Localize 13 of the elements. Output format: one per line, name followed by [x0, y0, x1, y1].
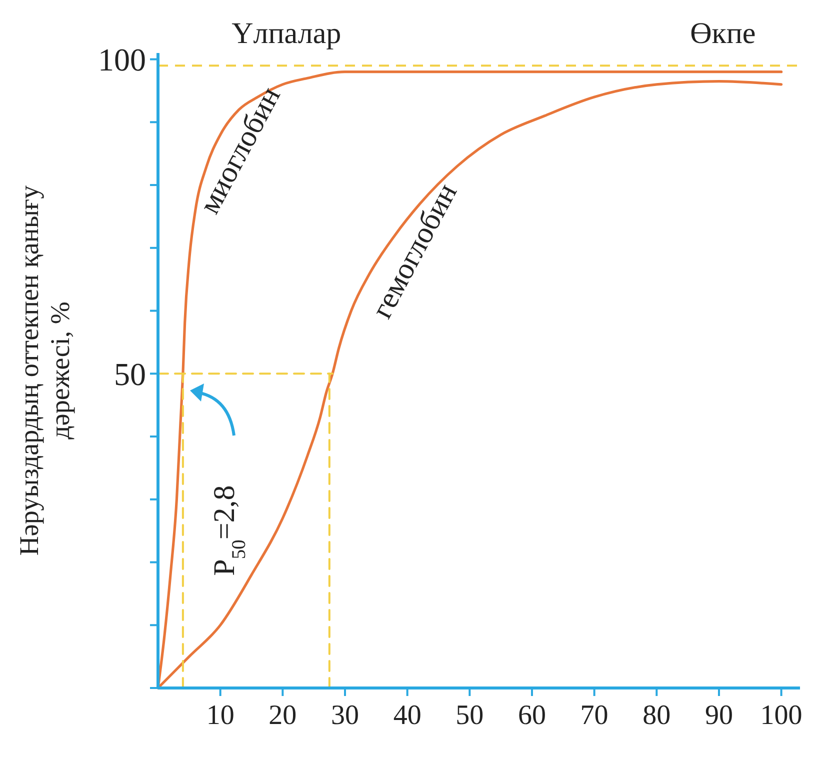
text: Үлпалар — [232, 17, 342, 50]
x-tick-label: 60 — [518, 700, 546, 731]
x-tick-label: 100 — [760, 700, 802, 731]
x-tick-label: 50 — [456, 700, 484, 731]
text: Өкпе — [690, 17, 756, 50]
x-tick-label: 40 — [393, 700, 422, 731]
x-tick-label: 70 — [580, 700, 608, 731]
y-axis-title: Нәруыздардың оттекпен қанығу дәрежесі, % — [14, 184, 76, 556]
x-tick-label: 30 — [330, 700, 359, 731]
x-tick-label: 10 — [206, 700, 234, 731]
x-tick-label: 90 — [704, 700, 733, 731]
x-tick-label: 80 — [642, 700, 671, 731]
x-tick-label: 20 — [268, 700, 297, 731]
